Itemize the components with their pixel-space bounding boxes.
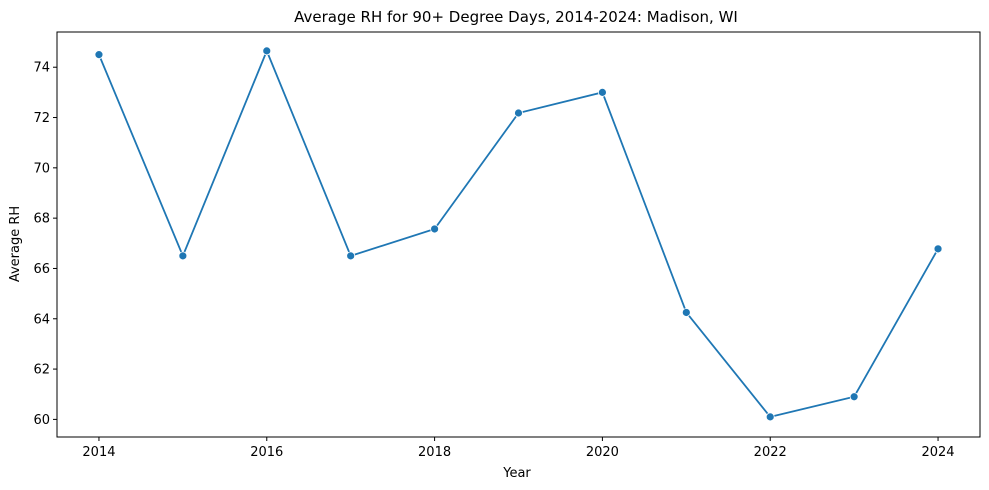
x-tick-label: 2014 [82, 445, 115, 460]
y-tick-label: 64 [33, 312, 50, 327]
y-tick-label: 68 [33, 212, 50, 227]
data-point [514, 108, 523, 118]
x-axis: 2014 2016 2018 2020 2022 2024 [82, 437, 955, 460]
data-point [933, 244, 943, 254]
data-point [178, 251, 188, 261]
x-tick-label: 2018 [418, 445, 451, 460]
data-point [346, 251, 356, 261]
data-point [430, 224, 439, 234]
y-tick-label: 74 [33, 61, 50, 76]
chart-title: Average RH for 90+ Degree Days, 2014-202… [294, 8, 738, 26]
data-point [262, 46, 272, 56]
plot-frame [56, 31, 981, 438]
data-point [94, 50, 104, 60]
series-markers [94, 46, 943, 422]
data-point [849, 392, 859, 402]
y-tick-label: 70 [33, 161, 50, 176]
y-tick-label: 60 [33, 413, 50, 428]
y-tick-label: 66 [33, 262, 50, 277]
data-point [765, 412, 775, 422]
x-tick-label: 2016 [250, 445, 283, 460]
data-point [598, 87, 607, 97]
y-axis: 60 62 64 66 68 70 72 74 [33, 61, 57, 428]
data-point [681, 308, 691, 317]
x-axis-label: Year [502, 466, 531, 481]
x-tick-label: 2024 [921, 445, 954, 460]
y-axis-label: Average RH [8, 206, 23, 282]
y-tick-label: 72 [33, 111, 50, 126]
x-tick-label: 2020 [586, 445, 619, 460]
x-tick-label: 2022 [754, 445, 787, 460]
y-tick-label: 62 [33, 363, 50, 378]
plot-area: 2014 2016 2018 2020 2022 2024 60 62 64 66 68 70 72 7… [33, 31, 981, 460]
